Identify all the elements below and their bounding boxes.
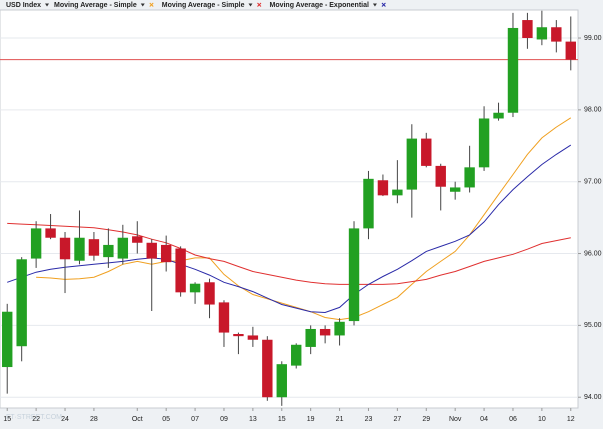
candle-body (74, 237, 85, 261)
candle-body (319, 328, 331, 336)
legend: USD Index Moving Average - Simple Moving A… (6, 2, 386, 9)
candle-body (507, 27, 519, 113)
legend-remove (149, 2, 154, 7)
candle-body (146, 242, 157, 259)
candle-body (117, 237, 129, 259)
candle-body (464, 167, 475, 188)
candle-body (45, 228, 56, 238)
candle-body (449, 187, 461, 192)
candle-body (262, 339, 273, 398)
legend-entry: Moving Average - Exponential (269, 2, 368, 9)
x-tick-label: 24 (61, 416, 69, 423)
x-tick-label: 10 (538, 416, 546, 423)
moving-average-line (7, 144, 572, 314)
y-tick-label: 99.00 (584, 35, 602, 42)
x-tick-label: 22 (32, 416, 40, 423)
legend-dropdown (372, 3, 377, 7)
x-tick-label: 05 (162, 416, 170, 423)
x-tick-label: 28 (90, 416, 98, 423)
legend-dropdown (248, 3, 253, 7)
candle-body (218, 302, 230, 333)
y-tick-label: 98.00 (584, 107, 602, 114)
watermark: FT·STREET.COM (6, 414, 62, 421)
x-tick-label: 09 (220, 416, 228, 423)
candle-body (406, 138, 418, 190)
candle-body (363, 178, 374, 229)
candle-body (132, 236, 143, 243)
candle-body (536, 27, 548, 40)
legend-dropdown (45, 3, 50, 7)
legend-entry: USD Index (6, 2, 41, 9)
x-tick-label: Oct (132, 416, 143, 423)
candle-body (59, 237, 71, 260)
x-tick-label: 12 (567, 416, 575, 423)
candle-body (16, 259, 27, 347)
candle-body (233, 334, 244, 337)
candle-body (305, 328, 316, 347)
x-tick-label: 15 (278, 416, 286, 423)
candle-body (2, 311, 13, 368)
candle-body (30, 228, 42, 259)
plot-area (0, 9, 579, 409)
y-tick-label: 94.00 (584, 394, 602, 401)
x-tick-label: 13 (249, 416, 257, 423)
legend-remove (381, 2, 386, 7)
candle-body (247, 335, 259, 340)
candle-body (493, 112, 504, 119)
legend-entry: Moving Average - Simple (162, 2, 245, 9)
candle-body (551, 27, 562, 42)
candle-body (291, 344, 302, 366)
x-tick-label: Nov (449, 416, 462, 423)
y-tick-label: 95.00 (584, 322, 602, 329)
candle-body (160, 244, 172, 263)
candle-body (565, 41, 576, 60)
candle-body (348, 228, 360, 322)
x-tick-label: 15 (3, 416, 11, 423)
candle-body (103, 244, 114, 258)
x-tick-label: 07 (191, 416, 199, 423)
legend-dropdown (140, 3, 145, 7)
moving-average-line (7, 222, 571, 285)
candle-body (377, 180, 389, 196)
candle-body (421, 138, 432, 166)
x-tick-label: 06 (509, 416, 517, 423)
x-tick-label: 23 (365, 416, 373, 423)
candle-body (392, 189, 403, 196)
legend-entry: Moving Average - Simple (54, 2, 137, 9)
candle-body (175, 248, 186, 293)
legend-remove (257, 2, 262, 7)
candle-body (522, 20, 533, 39)
candle-body (276, 364, 287, 398)
x-tick-label: 19 (307, 416, 315, 423)
x-tick-label: 04 (480, 416, 488, 423)
y-tick-label: 97.00 (584, 179, 602, 186)
x-tick-label: 29 (422, 416, 430, 423)
candle-body (478, 118, 490, 168)
x-tick-label: 27 (393, 416, 401, 423)
candle-body (334, 321, 345, 336)
y-tick-label: 96.00 (584, 250, 602, 257)
candle-body (189, 283, 201, 293)
candle-body (435, 165, 446, 187)
candle-body (88, 239, 100, 256)
x-tick-label: 21 (336, 416, 344, 423)
candle-body (204, 282, 215, 305)
